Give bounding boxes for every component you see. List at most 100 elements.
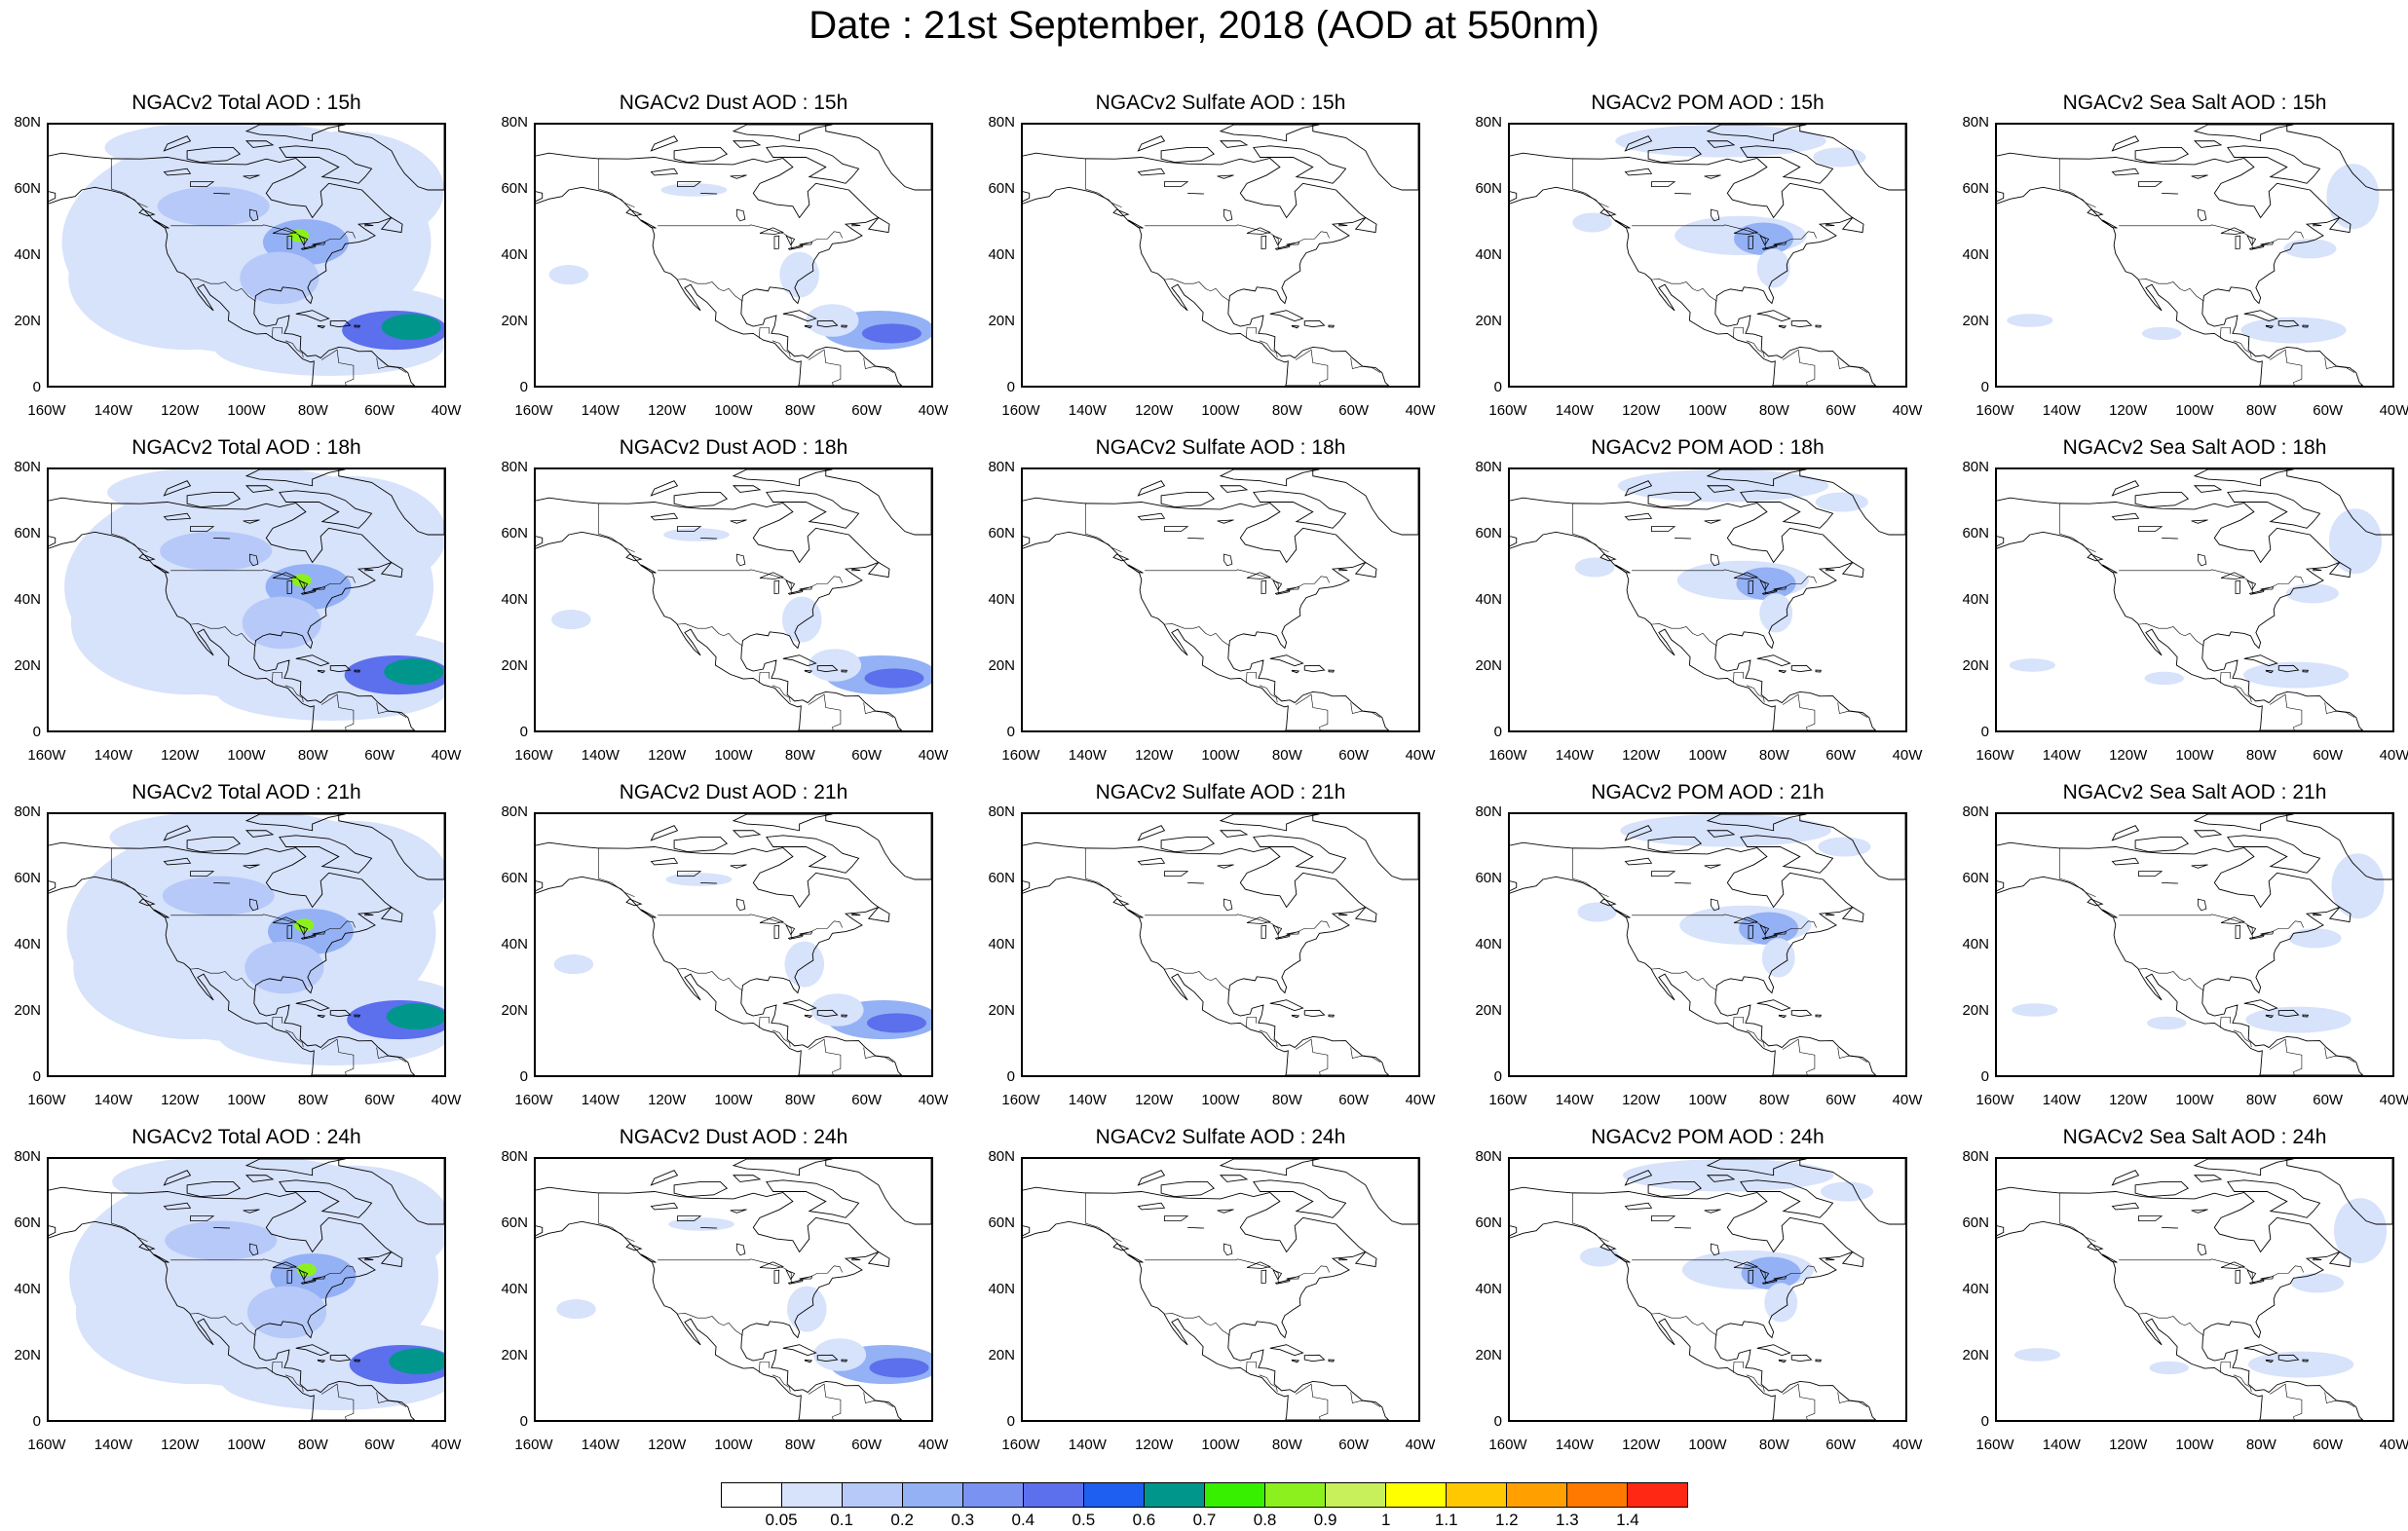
country-border (658, 914, 843, 939)
lake-outline (2235, 1269, 2241, 1285)
island-coastline (2087, 898, 2104, 907)
aod-contour-region (553, 954, 594, 975)
lake-outline (1761, 1279, 1778, 1285)
lon-tick-label: 40W (918, 1092, 949, 1108)
island-coastline (380, 216, 403, 234)
lat-tick-label: 0 (1493, 1413, 1502, 1430)
island-coastline (1354, 906, 1377, 923)
lat-tick-label: 40N (1475, 936, 1502, 952)
lon-tick-label: 160W (1975, 1437, 2014, 1453)
island-coastline (2313, 1257, 2322, 1261)
country-border (677, 279, 743, 302)
lake-outline (1748, 1269, 1754, 1285)
island-coastline (1790, 1354, 1813, 1363)
lake-outline (2235, 924, 2241, 940)
island-coastline (163, 825, 192, 841)
island-coastline (851, 223, 861, 227)
island-coastline (2243, 999, 2278, 1012)
lon-tick-label: 160W (514, 402, 553, 419)
lake-outline (163, 512, 192, 521)
lake-outline (785, 924, 796, 936)
island-coastline (1790, 319, 1813, 328)
country-border (2233, 1374, 2252, 1393)
island-coastline (1112, 898, 1130, 907)
aod-contour-region (668, 1217, 734, 1231)
lake-outline (1674, 1226, 1692, 1229)
lake-outline (2248, 934, 2265, 940)
country-border (2269, 1383, 2303, 1420)
lat-tick-label: 20N (1475, 313, 1502, 329)
lake-outline (677, 526, 702, 533)
lon-tick-label: 40W (431, 402, 462, 419)
island-coastline (354, 1359, 360, 1363)
panel-title: NGACv2 Dust AOD : 15h (619, 92, 848, 114)
lake-outline (300, 934, 317, 940)
country-border (808, 1383, 842, 1420)
panel-title: NGACv2 Sea Salt AOD : 18h (2062, 436, 2327, 459)
country-border (1295, 349, 1329, 386)
island-coastline (2101, 909, 2118, 918)
country-border (170, 569, 356, 594)
country-border (2119, 224, 2304, 249)
lon-tick-label: 120W (2109, 402, 2148, 419)
lake-outline (1272, 579, 1283, 591)
aod-contour-region (1572, 212, 1612, 233)
lon-tick-label: 80W (1271, 747, 1302, 764)
aod-field (2007, 164, 2380, 344)
lat-tick-label: 0 (1980, 724, 1989, 740)
map-panel (534, 812, 933, 1077)
country-border (1733, 1017, 1744, 1028)
lon-tick-label: 100W (714, 747, 753, 764)
island-coastline (766, 835, 860, 874)
panel-title: NGACv2 Sulfate AOD : 24h (1095, 1126, 1346, 1148)
country-border (759, 1362, 770, 1373)
island-coastline (851, 1257, 861, 1261)
lon-tick-label: 40W (2379, 747, 2408, 764)
lat-tick-label: 80N (988, 803, 1015, 820)
country-border (771, 1029, 791, 1048)
lake-outline (1246, 1261, 1272, 1269)
island-coastline (2227, 1179, 2321, 1218)
lon-tick-label: 60W (364, 1092, 395, 1108)
island-coastline (1219, 125, 1320, 142)
panel-title: NGACv2 Sea Salt AOD : 24h (2062, 1126, 2327, 1148)
island-coastline (245, 830, 275, 838)
aod-field (551, 528, 931, 695)
lat-tick-label: 20N (14, 1347, 41, 1363)
aod-map (1997, 125, 2392, 386)
island-coastline (1137, 1170, 1166, 1186)
lon-tick-label: 80W (297, 402, 328, 419)
lat-tick-label: 20N (14, 313, 41, 329)
lon-tick-label: 60W (1825, 1092, 1857, 1108)
lon-tick-label: 160W (27, 747, 66, 764)
lon-tick-label: 80W (297, 1437, 328, 1453)
lat-tick-label: 40N (1962, 591, 1989, 608)
panel-title: NGACv2 Sea Salt AOD : 15h (2062, 92, 2327, 114)
lon-tick-label: 140W (94, 747, 132, 764)
island-coastline (816, 319, 839, 328)
lon-tick-label: 120W (2109, 747, 2148, 764)
lon-tick-label: 100W (1201, 747, 1240, 764)
country-border (597, 503, 635, 553)
lon-tick-label: 80W (297, 747, 328, 764)
coastline (1997, 497, 2364, 730)
lat-tick-label: 80N (1962, 459, 1989, 475)
country-border (2058, 1192, 2096, 1243)
country-border (2269, 349, 2303, 386)
island-coastline (1112, 553, 1130, 562)
lat-tick-label: 20N (988, 657, 1015, 674)
colorbar-label: 0.8 (1253, 1511, 1277, 1529)
island-coastline (816, 1354, 839, 1363)
aod-contour-region (242, 596, 321, 650)
map-panel (47, 812, 446, 1077)
lon-tick-label: 60W (851, 402, 883, 419)
aod-map (536, 469, 931, 730)
lake-outline (2162, 537, 2179, 540)
lat-tick-label: 80N (14, 803, 41, 820)
lon-tick-label: 120W (1135, 1437, 1174, 1453)
country-border (2220, 1017, 2231, 1028)
lon-tick-label: 40W (918, 747, 949, 764)
lon-tick-label: 60W (2313, 402, 2344, 419)
aod-contour-region (240, 251, 320, 305)
lat-tick-label: 40N (1962, 1281, 1989, 1297)
